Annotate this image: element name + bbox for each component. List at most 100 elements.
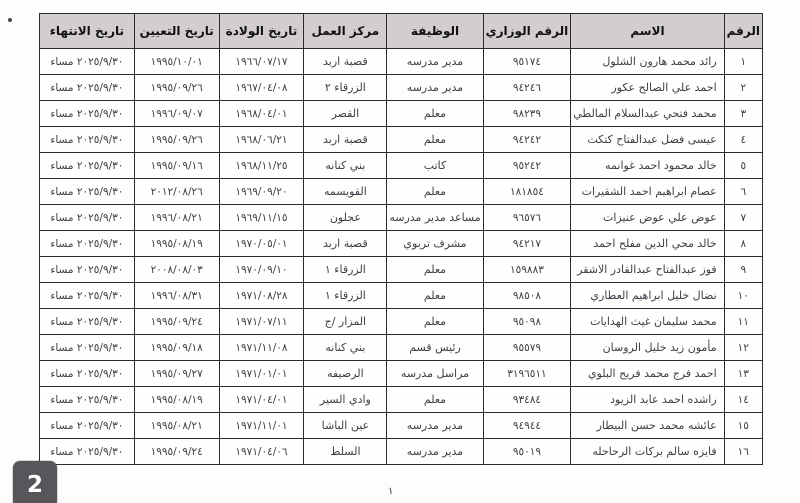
cell-row-number: ٢ [723, 74, 764, 101]
cell-ministry-number: ٩٣٤٨٤ [482, 386, 572, 413]
cell-end-date: ٢٠٢٥/٩/٣٠ مساء [39, 100, 135, 127]
cell-end-date: ٢٠٢٥/٩/٣٠ مساء [39, 282, 135, 309]
cell-birth-date: ١٩٦٨/١١/٢٥ [218, 152, 305, 179]
cell-birth-date: ١٩٧١/٠٤/٠١ [218, 386, 305, 413]
column-header-end-date: تاريخ الانتهاء [39, 13, 135, 49]
table-row: ٨ خالد محي الدين مفلح احمد ٩٤٢١٧ مشرف تربوي… [39, 230, 764, 257]
cell-name: عصام ابراهيم احمد الشقيرات [570, 178, 725, 205]
cell-appointment-date: ١٩٩٥/٠٨/٢١ [133, 412, 220, 439]
cell-job-title: مدير مدرسه [386, 74, 484, 101]
cell-birth-date: ١٩٧١/٠٤/٠٦ [218, 438, 305, 465]
cell-ministry-number: ١٨١٨٥٤ [482, 178, 572, 205]
cell-end-date: ٢٠٢٥/٩/٣٠ مساء [39, 74, 135, 101]
cell-end-date: ٢٠٢٥/٩/٣٠ مساء [39, 412, 135, 439]
cell-job-title: معلم [386, 256, 484, 283]
cell-work-center: الرصيفه [303, 360, 388, 387]
cell-birth-date: ١٩٦٨/٠٦/٢١ [218, 126, 305, 153]
cell-job-title: معلم [386, 100, 484, 127]
cell-job-title: مشرف تربوي [386, 230, 484, 257]
cell-name: احمد فرج محمد فريح البلوي [570, 360, 725, 387]
cell-birth-date: ١٩٧١/٠١/٠١ [218, 360, 305, 387]
cell-work-center: عين الباشا [303, 412, 388, 439]
table-row: ١٥ عائشه محمد حسن البيطار ٩٤٩٤٤ مدير مدرسه ع… [39, 412, 764, 439]
cell-ministry-number: ٩٤٩٤٤ [482, 412, 572, 439]
cell-appointment-date: ١٩٩٦/٠٨/٢١ [133, 204, 220, 231]
cell-work-center: قصبة اربد [303, 126, 388, 153]
cell-birth-date: ١٩٧١/٠٧/١١ [218, 308, 305, 335]
table-row: ١٣ احمد فرج محمد فريح البلوي ٣١٩٦٥١١ مراسل … [39, 360, 764, 387]
table-header-row: الرقم الاسم الرقم الوزاري الوظيفة مركز العمل… [39, 13, 764, 49]
cell-appointment-date: ١٩٩٥/٠٩/٢٧ [133, 360, 220, 387]
cell-work-center: وادي السير [303, 386, 388, 413]
table-row: ١١ محمد سليمان غيث الهدايات ٩٥٠٩٨ معلم المزا… [39, 308, 764, 335]
cell-ministry-number: ٩٤٢٤٦ [482, 74, 572, 101]
cell-appointment-date: ١٩٩٦/٠٨/٣١ [133, 282, 220, 309]
cell-row-number: ١١ [723, 308, 764, 335]
cell-end-date: ٢٠٢٥/٩/٣٠ مساء [39, 334, 135, 361]
cell-job-title: معلم [386, 308, 484, 335]
page-footnote: ١ [388, 486, 394, 497]
cell-work-center: الزرقاء ٢ [303, 74, 388, 101]
cell-appointment-date: ١٩٩٥/٠٨/١٩ [133, 386, 220, 413]
cell-end-date: ٢٠٢٥/٩/٣٠ مساء [39, 126, 135, 153]
cell-job-title: مدير مدرسه [386, 438, 484, 465]
cell-job-title: مدير مدرسه [386, 412, 484, 439]
table-row: ٥ خالد محمود احمد غوانمه ٩٥٢٤٢ كاتب بني كنان… [39, 152, 764, 179]
cell-end-date: ٢٠٢٥/٩/٣٠ مساء [39, 204, 135, 231]
cell-name: خالد محمود احمد غوانمه [570, 152, 725, 179]
column-header-row-number: الرقم [723, 13, 764, 49]
cell-name: خالد محي الدين مفلح احمد [570, 230, 725, 257]
cell-end-date: ٢٠٢٥/٩/٣٠ مساء [39, 48, 135, 75]
page-number-badge: 2 [13, 461, 57, 503]
cell-work-center: عجلون [303, 204, 388, 231]
cell-name: مأمون زيد خليل الروسان [570, 334, 725, 361]
column-header-work-center: مركز العمل [303, 13, 388, 49]
cell-job-title: معلم [386, 178, 484, 205]
cell-end-date: ٢٠٢٥/٩/٣٠ مساء [39, 230, 135, 257]
cell-name: نضال خليل ابراهيم العطاري [570, 282, 725, 309]
cell-name: رائد محمد هارون الشلول [570, 48, 725, 75]
cell-ministry-number: ١٥٩٨٨٣ [482, 256, 572, 283]
cell-job-title: مدير مدرسه [386, 48, 484, 75]
table-row: ١٢ مأمون زيد خليل الروسان ٩٥٥٧٩ رئيس قسم بني… [39, 334, 764, 361]
cell-ministry-number: ٩٥٠٩٨ [482, 308, 572, 335]
cell-end-date: ٢٠٢٥/٩/٣٠ مساء [39, 256, 135, 283]
cell-birth-date: ١٩٦٨/٠٤/٠١ [218, 100, 305, 127]
cell-ministry-number: ٩٨٢٣٩ [482, 100, 572, 127]
cell-ministry-number: ٩٦٥٧٦ [482, 204, 572, 231]
cell-end-date: ٢٠٢٥/٩/٣٠ مساء [39, 152, 135, 179]
cell-birth-date: ١٩٧١/١١/٠٨ [218, 334, 305, 361]
cell-work-center: الزرقاء ١ [303, 256, 388, 283]
cell-birth-date: ١٩٧١/١١/٠١ [218, 412, 305, 439]
cell-appointment-date: ١٩٩٥/٠٩/١٨ [133, 334, 220, 361]
table-row: ٣ محمد فتحي عبدالسلام المالطي ٩٨٢٣٩ معلم الق… [39, 100, 764, 127]
cell-ministry-number: ٩٥١٧٤ [482, 48, 572, 75]
cell-job-title: معلم [386, 126, 484, 153]
cell-end-date: ٢٠٢٥/٩/٣٠ مساء [39, 308, 135, 335]
cell-row-number: ١٤ [723, 386, 764, 413]
table-row: ١٤ راشده احمد عابد الزيود ٩٣٤٨٤ معلم وادي ال… [39, 386, 764, 413]
cell-birth-date: ١٩٧٠/٠٥/٠١ [218, 230, 305, 257]
cell-birth-date: ١٩٦٧/٠٤/٠٨ [218, 74, 305, 101]
cell-job-title: رئيس قسم [386, 334, 484, 361]
cell-appointment-date: ١٩٩٥/٠٩/٢٦ [133, 126, 220, 153]
column-header-job-title: الوظيفة [386, 13, 484, 49]
table-row: ٢ احمد علي الصالح عكور ٩٤٢٤٦ مدير مدرسه الزر… [39, 74, 764, 101]
cell-work-center: الزرقاء ١ [303, 282, 388, 309]
cell-ministry-number: ٩٥٥٧٩ [482, 334, 572, 361]
cell-row-number: ١٦ [723, 438, 764, 465]
scan-speck [8, 18, 12, 22]
cell-ministry-number: ٩٤٢١٧ [482, 230, 572, 257]
cell-appointment-date: ١٩٩٥/٠٨/١٩ [133, 230, 220, 257]
cell-appointment-date: ٢٠٠٨/٠٨/٠٣ [133, 256, 220, 283]
cell-row-number: ٧ [723, 204, 764, 231]
cell-work-center: القصر [303, 100, 388, 127]
cell-appointment-date: ١٩٩٦/٠٩/٠٧ [133, 100, 220, 127]
cell-row-number: ٣ [723, 100, 764, 127]
cell-name: فوز عبدالفتاح عبدالقادر الاشقر [570, 256, 725, 283]
cell-end-date: ٢٠٢٥/٩/٣٠ مساء [39, 438, 135, 465]
cell-row-number: ٩ [723, 256, 764, 283]
cell-row-number: ١٠ [723, 282, 764, 309]
cell-name: محمد فتحي عبدالسلام المالطي [570, 100, 725, 127]
cell-birth-date: ١٩٦٩/١١/١٥ [218, 204, 305, 231]
